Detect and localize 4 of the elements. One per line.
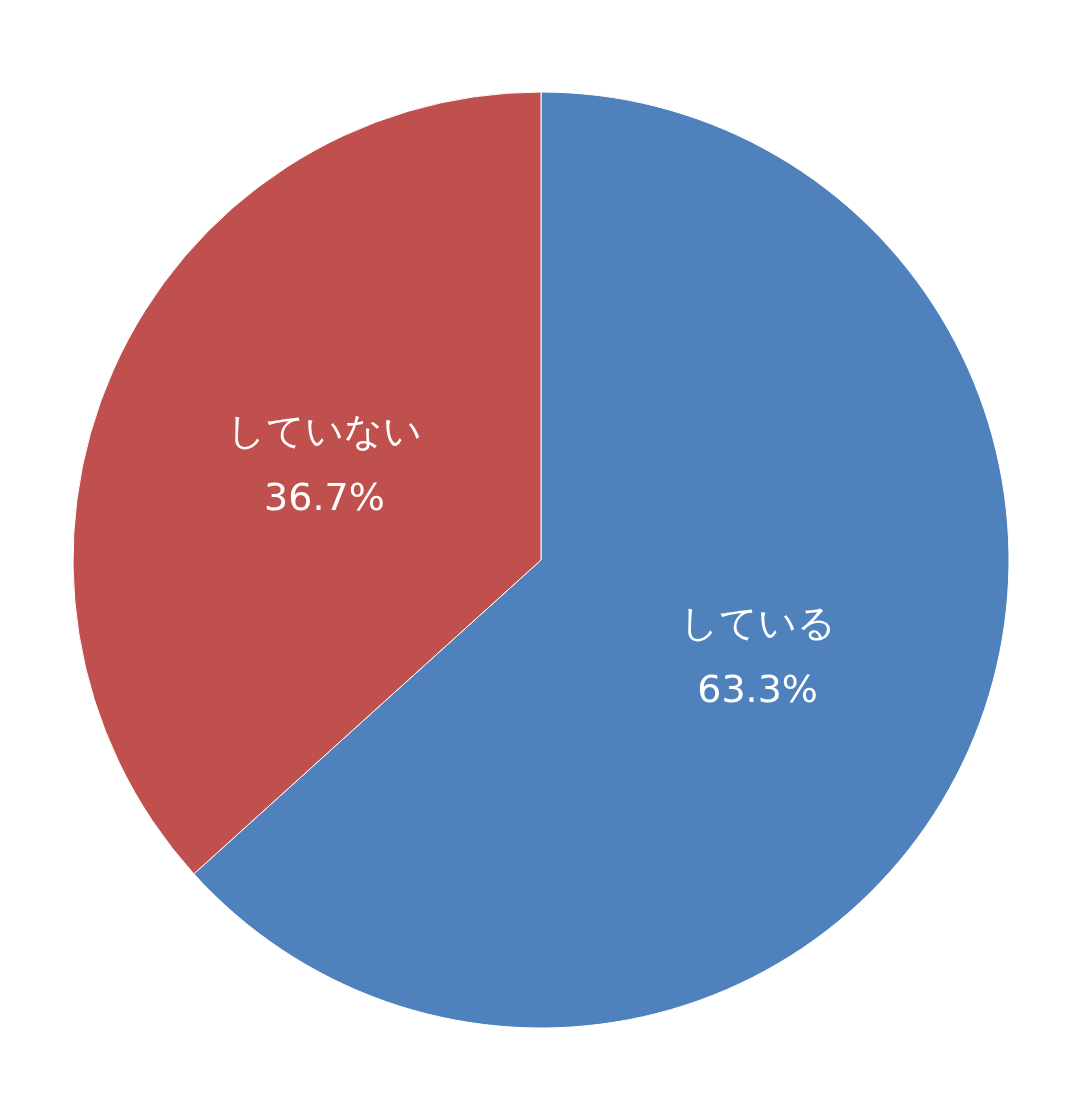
data-label: 36.7% [264,474,385,519]
slice-label: していない [226,408,422,453]
data-label: 63.3% [697,667,818,712]
slice-label: している [679,601,836,646]
